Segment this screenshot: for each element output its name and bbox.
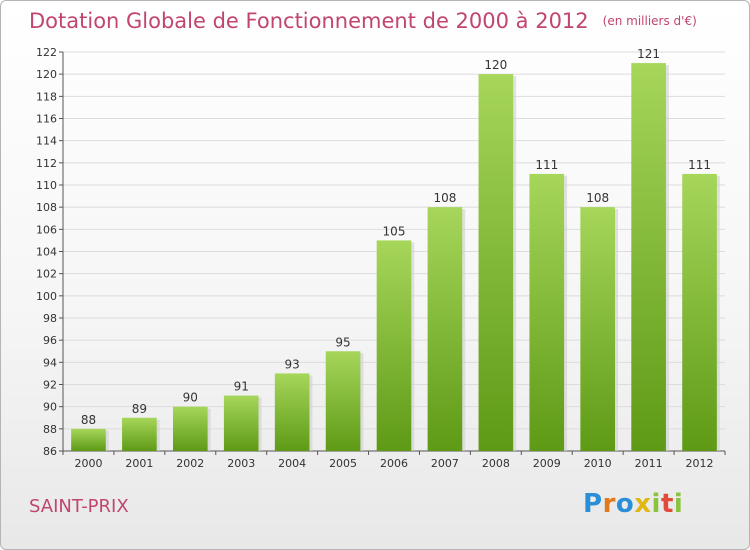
bar	[376, 240, 412, 451]
y-tick-label: 90	[43, 401, 57, 414]
bar	[631, 63, 666, 451]
data-label: 89	[132, 402, 147, 416]
logo-letter: i	[673, 489, 684, 519]
bar	[325, 351, 361, 451]
chart-unit: (en milliers d'€)	[602, 14, 697, 28]
bar	[529, 173, 565, 451]
bar	[71, 428, 106, 451]
bar	[427, 207, 463, 451]
data-label: 91	[234, 380, 249, 394]
x-tick-label: 2003	[227, 457, 255, 470]
bars	[71, 63, 720, 452]
y-tick-label: 112	[36, 157, 57, 170]
y-tick-label: 88	[43, 423, 57, 436]
y-tick-label: 92	[43, 379, 57, 392]
y-tick-label: 116	[36, 113, 57, 126]
x-tick-label: 2008	[482, 457, 510, 470]
x-tick-label: 2001	[125, 457, 153, 470]
chart-title: Dotation Globale de Fonctionnement de 20…	[29, 9, 697, 33]
y-tick-label: 106	[36, 223, 57, 236]
x-tick-label: 2006	[380, 457, 408, 470]
x-tick-label: 2004	[278, 457, 306, 470]
logo-letter: x	[634, 489, 652, 519]
y-tick-label: 96	[43, 334, 57, 347]
proxiti-logo: Proxiti	[583, 489, 683, 519]
logo-letter: i	[651, 489, 661, 519]
logo-letter: t	[660, 489, 674, 519]
y-tick-label: 122	[36, 46, 57, 59]
commune-name: SAINT-PRIX	[29, 496, 129, 517]
data-label: 105	[383, 224, 406, 238]
bar	[478, 74, 514, 452]
x-tick-label: 2000	[74, 457, 102, 470]
data-label: 93	[285, 357, 300, 371]
x-tick-label: 2010	[584, 457, 612, 470]
y-tick-label: 102	[36, 268, 57, 281]
data-label: 111	[688, 158, 711, 172]
logo-letter: o	[615, 489, 635, 519]
x-tick-label: 2011	[635, 457, 663, 470]
y-tick-label: 104	[36, 246, 57, 259]
data-label: 121	[637, 47, 660, 61]
bar	[223, 395, 259, 451]
y-tick-label: 120	[36, 68, 57, 81]
y-tick-label: 98	[43, 312, 57, 325]
logo-letter: P	[583, 489, 603, 519]
data-label: 95	[335, 335, 350, 349]
y-tick-label: 94	[43, 356, 57, 369]
y-tick-label: 86	[43, 445, 57, 458]
y-tick-label: 108	[36, 201, 57, 214]
x-tick-label: 2005	[329, 457, 357, 470]
x-tick-label: 2009	[533, 457, 561, 470]
x-tick-label: 2012	[686, 457, 714, 470]
y-tick-label: 100	[36, 290, 57, 303]
bar	[274, 373, 310, 451]
data-label: 108	[586, 191, 609, 205]
data-label: 111	[535, 158, 558, 172]
data-label: 120	[484, 58, 507, 72]
bar	[172, 406, 208, 451]
labels: 88 89 90 91 93 95 105 108 120 111 108 121 111	[81, 47, 711, 427]
data-label: 88	[81, 413, 96, 427]
chart-title-text: Dotation Globale de Fonctionnement de 20…	[29, 9, 589, 33]
y-tick-label: 110	[36, 179, 57, 192]
x-tick-label: 2007	[431, 457, 459, 470]
bar	[682, 173, 717, 451]
data-label: 90	[183, 391, 198, 405]
logo-letter: r	[602, 489, 616, 519]
x-tick-label: 2002	[176, 457, 204, 470]
y-tick-label: 114	[36, 135, 57, 148]
y-tick-label: 118	[36, 90, 57, 103]
bar	[122, 417, 157, 451]
data-label: 108	[433, 191, 456, 205]
bar	[580, 207, 616, 451]
